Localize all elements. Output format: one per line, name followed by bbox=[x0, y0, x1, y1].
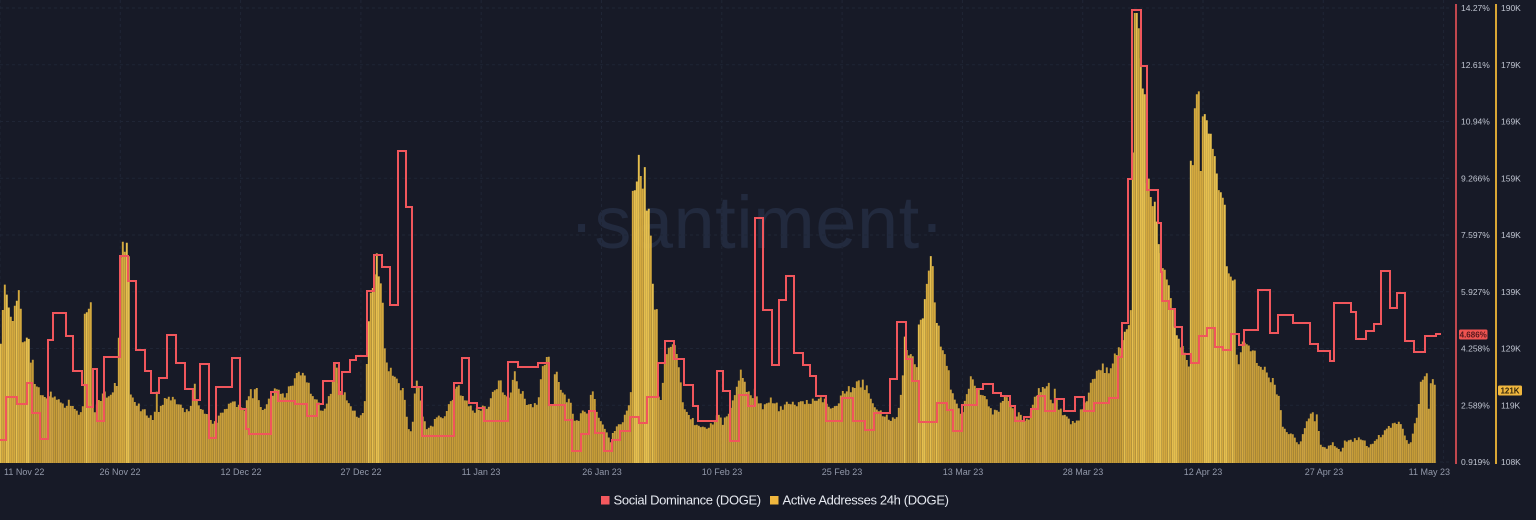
svg-text:129K: 129K bbox=[1501, 344, 1521, 354]
svg-text:119K: 119K bbox=[1501, 400, 1521, 410]
svg-text:0.919%: 0.919% bbox=[1461, 457, 1490, 467]
svg-text:28 Mar 23: 28 Mar 23 bbox=[1063, 467, 1104, 477]
svg-text:2.589%: 2.589% bbox=[1461, 400, 1490, 410]
svg-text:159K: 159K bbox=[1501, 173, 1521, 183]
svg-text:179K: 179K bbox=[1501, 60, 1521, 70]
svg-text:9.266%: 9.266% bbox=[1461, 173, 1490, 183]
svg-text:12.61%: 12.61% bbox=[1461, 60, 1490, 70]
svg-text:139K: 139K bbox=[1501, 287, 1521, 297]
svg-text:5.927%: 5.927% bbox=[1461, 287, 1490, 297]
svg-text:Social Dominance (DOGE): Social Dominance (DOGE) bbox=[614, 493, 761, 508]
svg-text:27 Dec 22: 27 Dec 22 bbox=[340, 467, 381, 477]
svg-text:11 Jan 23: 11 Jan 23 bbox=[462, 467, 501, 477]
svg-text:190K: 190K bbox=[1501, 3, 1521, 13]
svg-text:Active Addresses 24h (DOGE): Active Addresses 24h (DOGE) bbox=[783, 493, 949, 508]
svg-text:108K: 108K bbox=[1501, 457, 1521, 467]
svg-text:27 Apr 23: 27 Apr 23 bbox=[1305, 467, 1344, 477]
svg-text:4.258%: 4.258% bbox=[1461, 344, 1490, 354]
svg-text:25 Feb 23: 25 Feb 23 bbox=[822, 467, 863, 477]
svg-text:4.686%: 4.686% bbox=[1460, 331, 1487, 340]
svg-text:11 May 23: 11 May 23 bbox=[1409, 467, 1450, 477]
svg-text:121K: 121K bbox=[1500, 387, 1519, 396]
svg-text:14.27%: 14.27% bbox=[1461, 3, 1490, 13]
svg-text:12 Apr 23: 12 Apr 23 bbox=[1184, 467, 1223, 477]
svg-text:·santiment·: ·santiment· bbox=[569, 181, 945, 264]
svg-text:10.94%: 10.94% bbox=[1461, 117, 1490, 127]
svg-text:11 Nov 22: 11 Nov 22 bbox=[4, 467, 44, 477]
svg-text:169K: 169K bbox=[1501, 117, 1521, 127]
svg-text:10 Feb 23: 10 Feb 23 bbox=[702, 467, 743, 477]
svg-text:149K: 149K bbox=[1501, 230, 1521, 240]
svg-text:12 Dec 22: 12 Dec 22 bbox=[220, 467, 261, 477]
svg-text:13 Mar 23: 13 Mar 23 bbox=[943, 467, 984, 477]
svg-text:7.597%: 7.597% bbox=[1461, 230, 1490, 240]
svg-text:26 Nov 22: 26 Nov 22 bbox=[99, 467, 140, 477]
svg-text:26 Jan 23: 26 Jan 23 bbox=[582, 467, 622, 477]
